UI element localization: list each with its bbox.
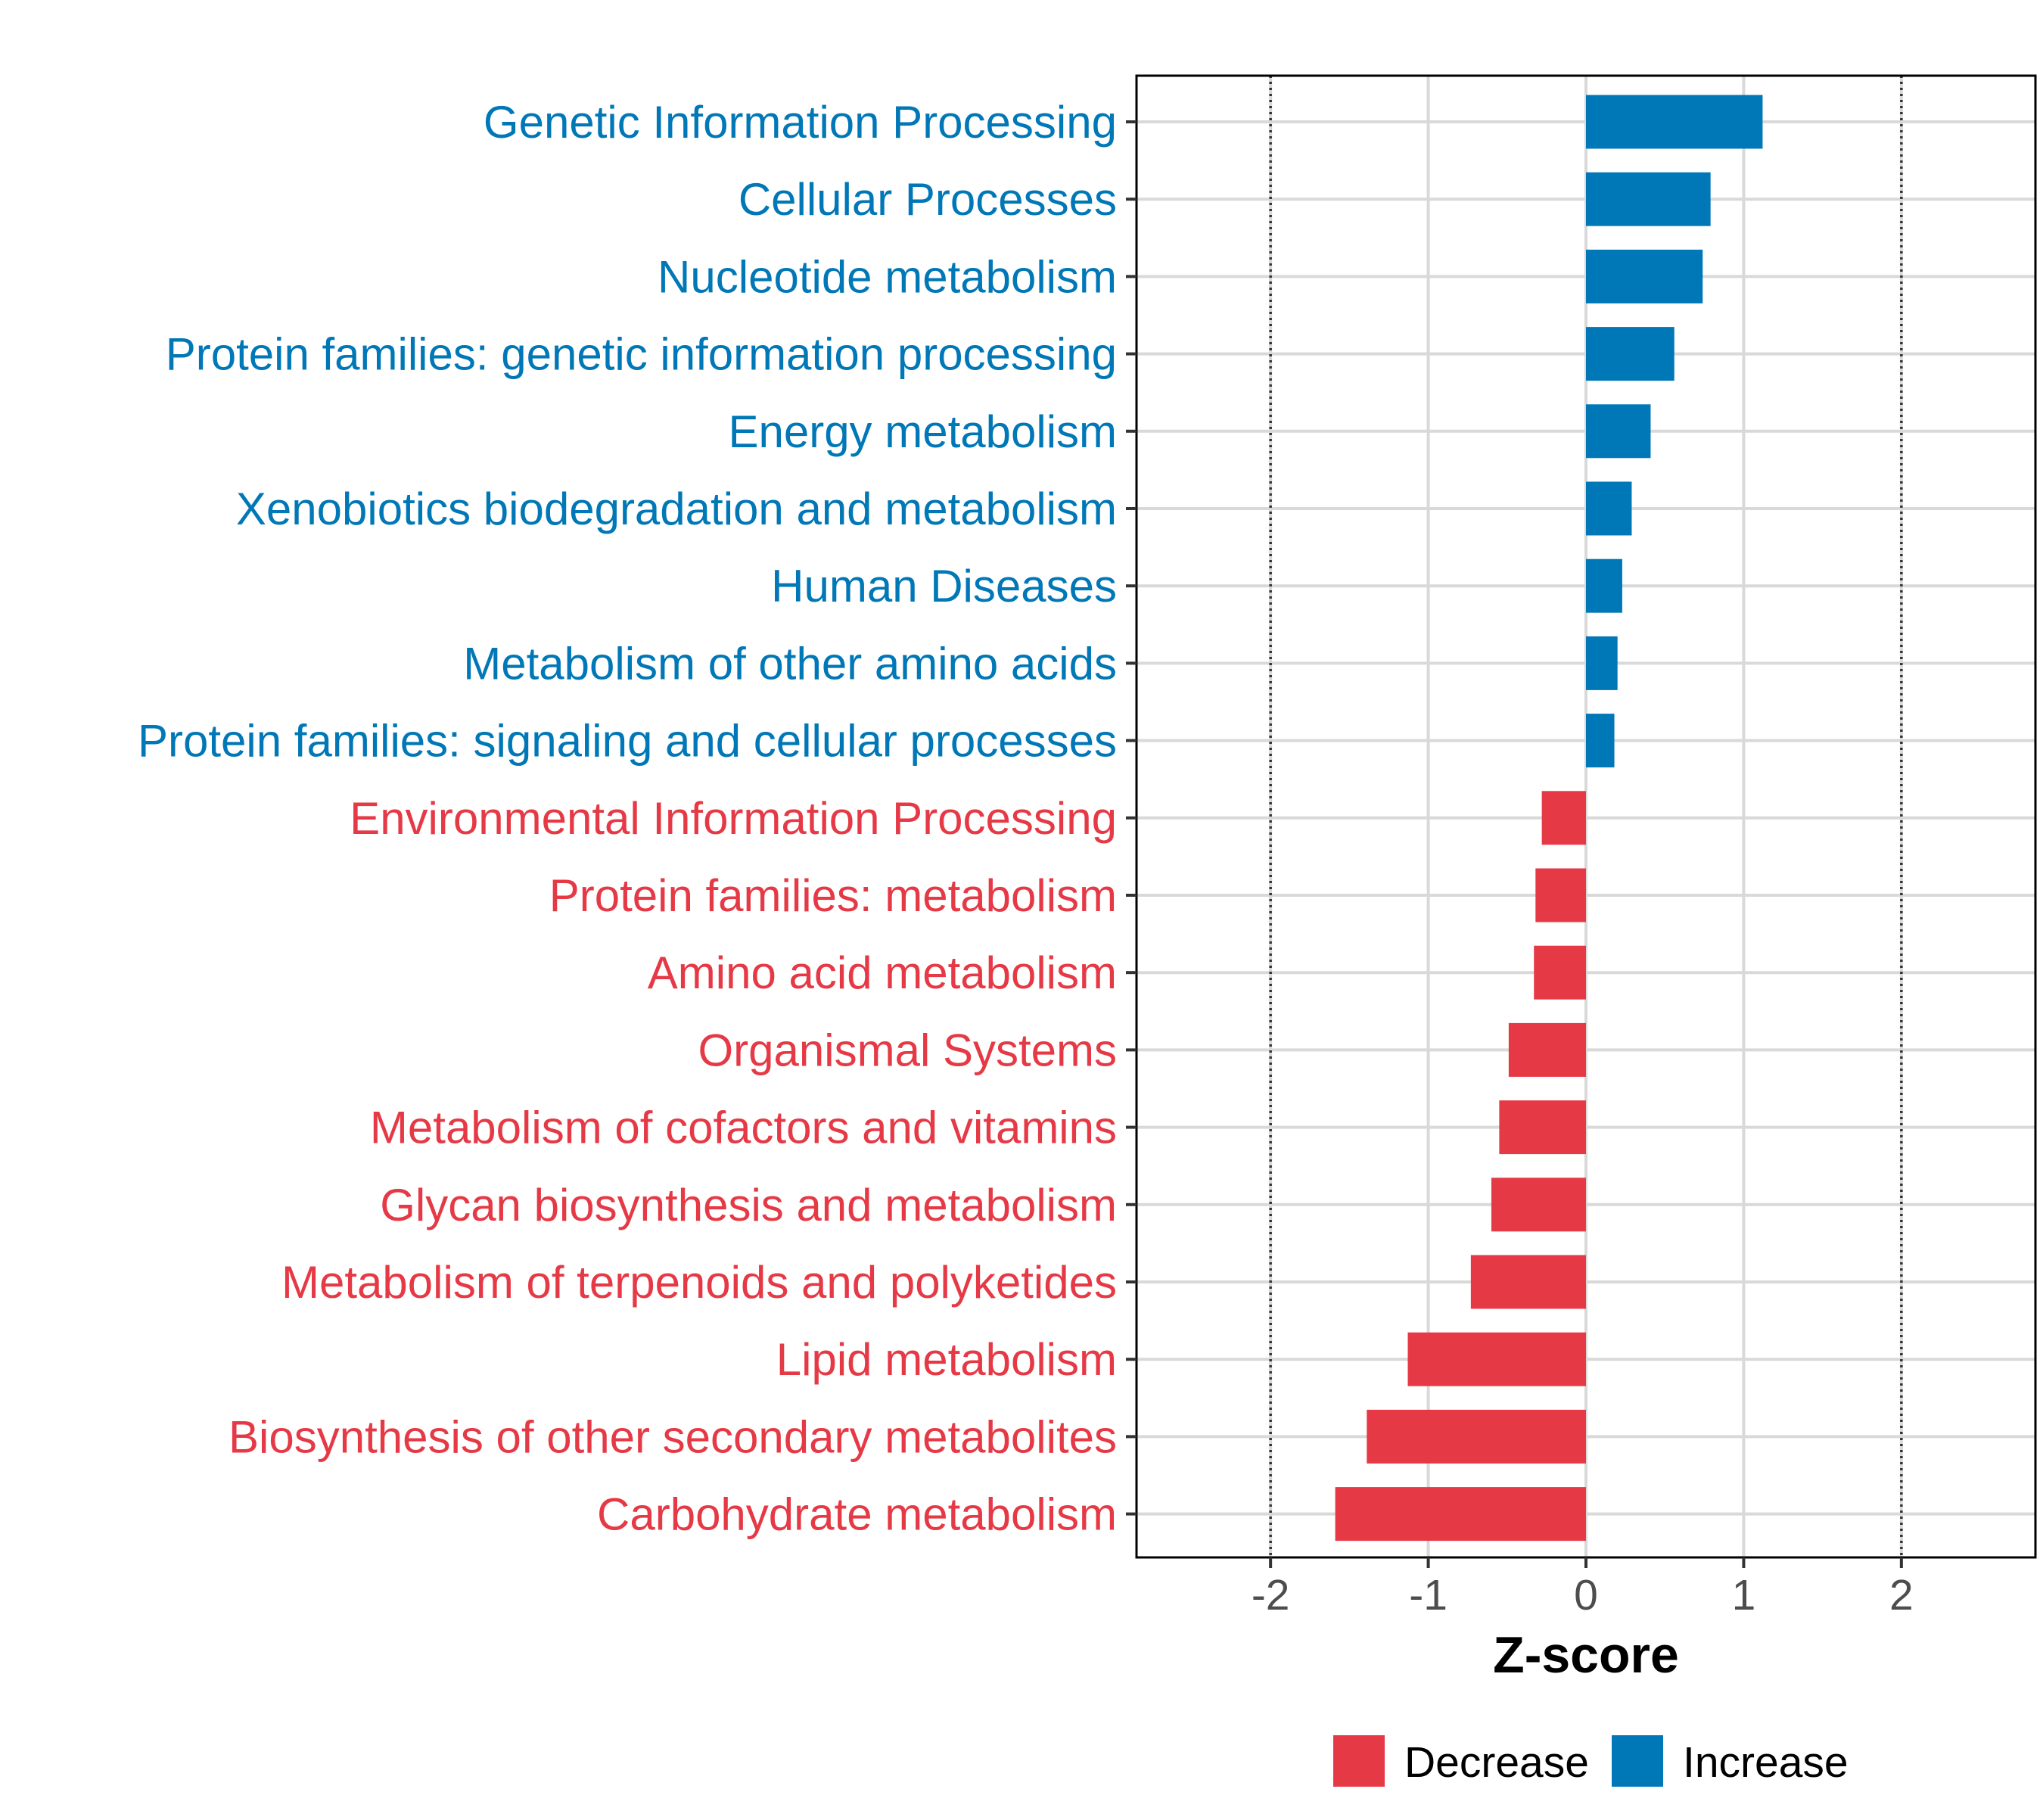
category-label: Protein families: metabolism <box>549 870 1117 921</box>
legend-key <box>1333 1735 1385 1787</box>
category-label: Human Diseases <box>771 561 1117 611</box>
bar <box>1586 404 1651 459</box>
bar <box>1586 636 1618 690</box>
bar <box>1407 1332 1586 1386</box>
bar <box>1470 1255 1586 1309</box>
bar <box>1535 868 1586 922</box>
x-axis-title: Z-score <box>1493 1626 1679 1684</box>
bar <box>1508 1022 1586 1077</box>
y-axis-category-labels: Genetic Information Processing Cellular P… <box>138 97 1117 1540</box>
category-label: Protein families: signaling and cellular… <box>138 716 1117 767</box>
category-label: Amino acid metabolism <box>648 947 1117 998</box>
bar <box>1367 1409 1586 1464</box>
bar <box>1586 481 1632 536</box>
category-label: Energy metabolism <box>728 406 1117 457</box>
x-axis-ticks: -2 -1 0 1 2 <box>1252 1557 1914 1619</box>
legend-label: Increase <box>1683 1738 1849 1787</box>
y-axis-ticks <box>1126 120 1137 1516</box>
bar <box>1586 714 1615 768</box>
bar <box>1586 172 1711 226</box>
category-label: Glycan biosynthesis and metabolism <box>380 1180 1117 1230</box>
x-tick-label: -2 <box>1252 1571 1290 1619</box>
category-label: Metabolism of other amino acids <box>463 638 1117 689</box>
x-tick-label: -1 <box>1409 1571 1448 1619</box>
category-label: Lipid metabolism <box>776 1334 1117 1385</box>
category-label: Nucleotide metabolism <box>658 251 1117 302</box>
bar <box>1335 1487 1586 1542</box>
legend-label: Decrease <box>1404 1738 1589 1787</box>
category-label: Xenobiotics biodegradation and metabolis… <box>236 484 1117 534</box>
category-label: Metabolism of terpenoids and polyketides <box>281 1257 1117 1308</box>
bar <box>1534 945 1586 1000</box>
bar <box>1586 249 1703 303</box>
category-label: Protein families: genetic information pr… <box>166 329 1117 380</box>
x-tick-label: 0 <box>1574 1571 1598 1619</box>
bar <box>1586 95 1763 149</box>
category-label: Biosynthesis of other secondary metaboli… <box>229 1411 1117 1462</box>
category-label: Genetic Information Processing <box>484 97 1117 148</box>
bar <box>1541 791 1586 845</box>
x-tick-label: 2 <box>1889 1571 1914 1619</box>
legend: Decrease Increase <box>1333 1735 1849 1787</box>
category-label: Carbohydrate metabolism <box>597 1489 1117 1540</box>
bars <box>1335 95 1763 1542</box>
bar <box>1586 558 1622 613</box>
legend-key <box>1612 1735 1663 1787</box>
category-label: Organismal Systems <box>698 1025 1117 1075</box>
bar <box>1499 1100 1586 1155</box>
category-label: Metabolism of cofactors and vitamins <box>370 1103 1117 1153</box>
bar <box>1491 1178 1586 1232</box>
category-label: Environmental Information Processing <box>350 793 1117 844</box>
bar <box>1586 327 1675 381</box>
x-tick-label: 1 <box>1732 1571 1756 1619</box>
category-label: Cellular Processes <box>739 174 1117 225</box>
reference-lines <box>1269 76 1903 1557</box>
